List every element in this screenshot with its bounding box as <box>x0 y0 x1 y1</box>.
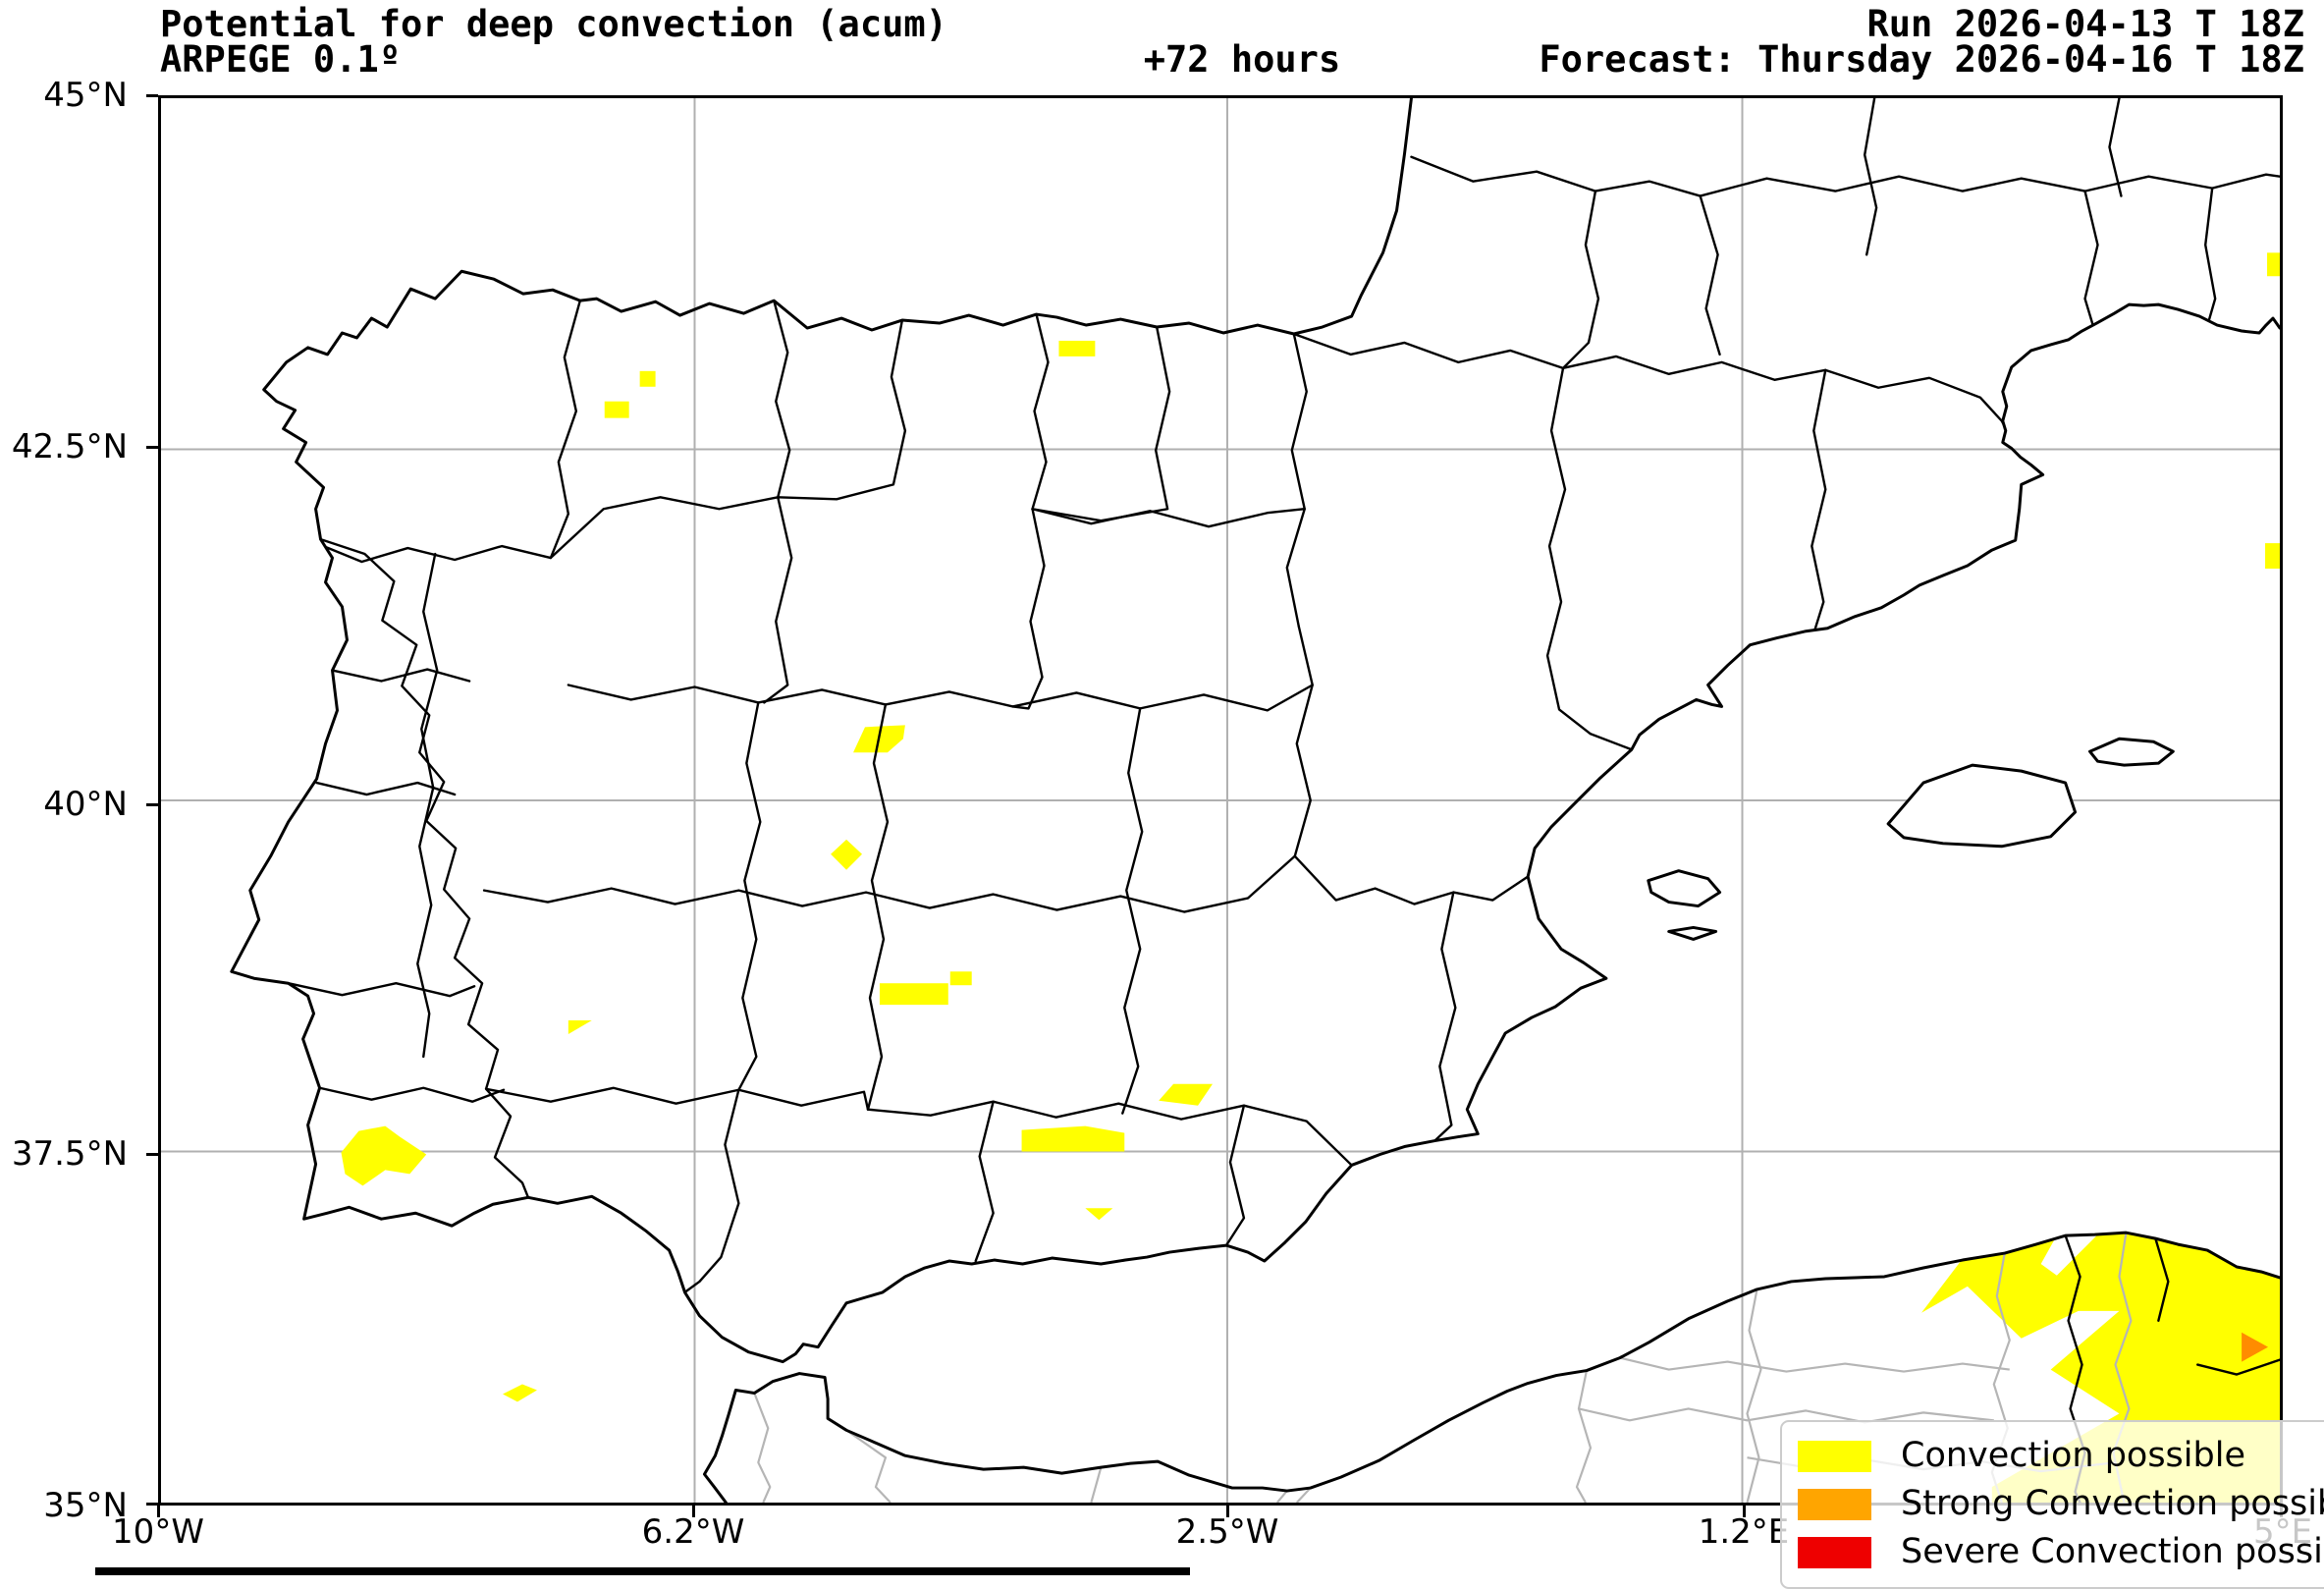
convection-area <box>2265 543 2280 569</box>
convection-area <box>604 401 629 418</box>
iberia-convection-areas <box>341 252 2280 1402</box>
x-tick-label: 1.2°E <box>1698 1512 1790 1552</box>
legend-label: Convection possible <box>1901 1436 2245 1475</box>
convection-area <box>831 839 863 870</box>
mallorca-island <box>1886 763 2078 849</box>
x-tick-label: 2.5°W <box>1175 1512 1279 1552</box>
footer-bar <box>95 1567 1190 1575</box>
map-frame: Convection possible Strong Convection po… <box>158 95 2324 1589</box>
x-tick <box>1226 1506 1229 1517</box>
formentera-island <box>1667 925 1718 941</box>
x-tick <box>157 1506 160 1517</box>
islands <box>1647 737 2175 941</box>
y-tick-label: 40°N <box>43 785 128 824</box>
legend-swatch-yellow <box>1798 1440 1871 1472</box>
x-tick-label: 6.2°W <box>641 1512 745 1552</box>
legend-label: Severe Convection possible <box>1901 1532 2324 1571</box>
convection-area <box>567 1020 592 1035</box>
legend-swatch-orange <box>1798 1488 1871 1520</box>
legend-label: Strong Convection possible <box>1901 1484 2324 1523</box>
x-tick-label: 10°W <box>112 1512 204 1552</box>
convection-area <box>1919 1233 2095 1339</box>
convection-area <box>2267 252 2280 277</box>
convection-area <box>1085 1208 1113 1221</box>
menorca-island <box>2088 737 2175 767</box>
coastlines <box>230 98 2280 1503</box>
lead-time-label: +72 hours <box>1143 38 1341 81</box>
y-tick <box>146 1503 158 1506</box>
y-tick-label: 37.5°N <box>11 1134 128 1174</box>
legend-swatch-red <box>1798 1536 1871 1568</box>
convection-area <box>879 983 948 1006</box>
convection-area <box>1058 340 1096 356</box>
x-tick <box>692 1506 695 1517</box>
convection-area <box>949 971 972 986</box>
legend-item-severe-convection: Severe Convection possible <box>1798 1528 2324 1576</box>
y-tick <box>146 94 158 97</box>
run-label: Run 2026-04-13 T 18Z <box>1866 3 2304 45</box>
map-canvas <box>161 98 2280 1503</box>
legend-item-strong-convection: Strong Convection possible <box>1798 1480 2324 1528</box>
convection-area <box>341 1125 427 1186</box>
strong-convection-area <box>2242 1332 2269 1362</box>
convection-area <box>1021 1125 1125 1152</box>
convection-area <box>639 370 656 387</box>
convection-area <box>1159 1083 1214 1106</box>
convection-area <box>503 1384 537 1402</box>
convection-area <box>1991 1233 2280 1503</box>
legend: Convection possible Strong Convection po… <box>1780 1420 2324 1589</box>
iberia-admin-borders <box>287 98 2280 1294</box>
model-label: ARPEGE 0.1º <box>160 38 402 81</box>
y-tick <box>146 803 158 806</box>
y-tick <box>146 446 158 449</box>
page-title: Potential for deep convection (acum) <box>160 3 947 45</box>
x-tick <box>1743 1506 1746 1517</box>
y-tick <box>146 1153 158 1156</box>
ibiza-island <box>1647 869 1722 908</box>
africa-convection-areas <box>1919 1233 2280 1503</box>
legend-item-convection: Convection possible <box>1798 1432 2324 1480</box>
y-tick-label: 42.5°N <box>11 427 128 466</box>
forecast-label: Forecast: Thursday 2026-04-16 T 18Z <box>1539 38 2304 81</box>
y-tick-label: 45°N <box>43 76 128 115</box>
y-tick-label: 35°N <box>43 1486 128 1525</box>
